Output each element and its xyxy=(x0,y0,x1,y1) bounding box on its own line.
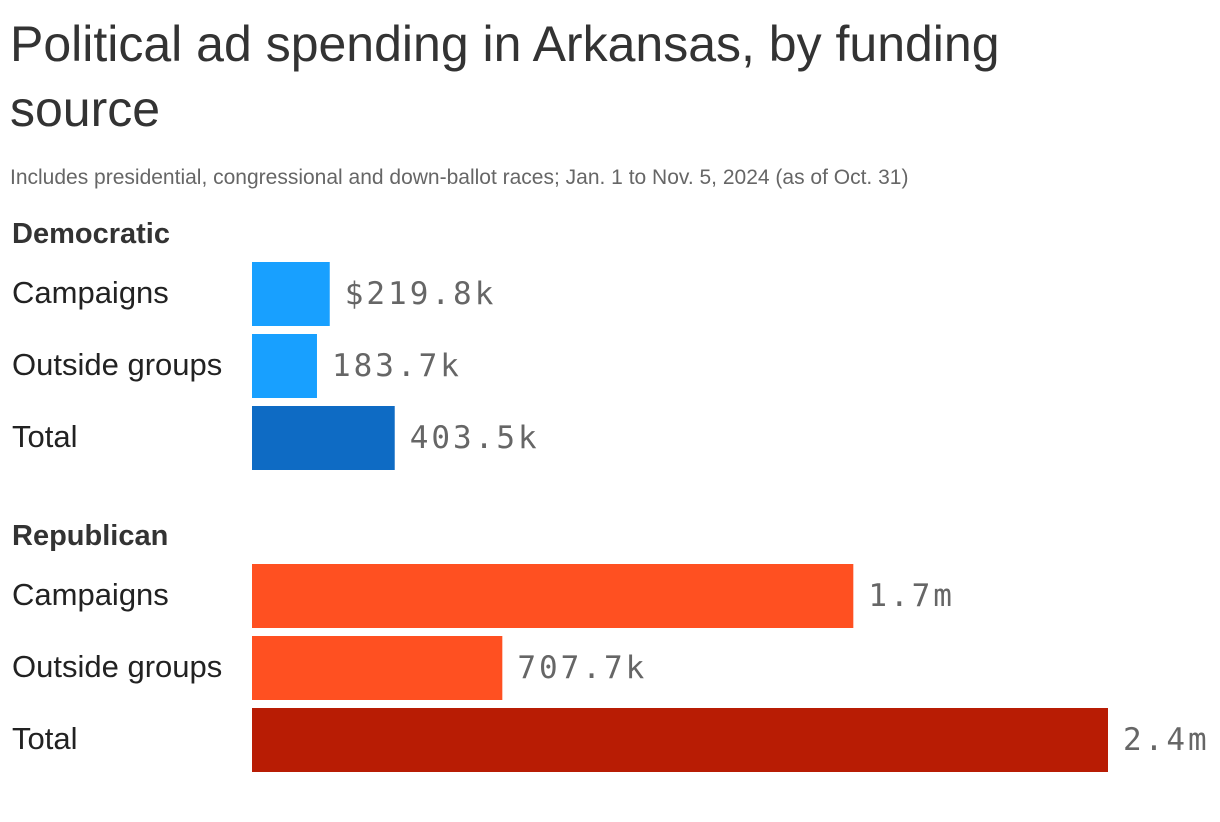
value-label-republican-campaigns: 1.7m xyxy=(868,578,955,614)
bar-democratic-outside-groups xyxy=(252,334,317,398)
bar-democratic-campaigns xyxy=(252,262,330,326)
value-label-republican-total: 2.4m xyxy=(1123,722,1210,758)
category-label-republican-total: Total xyxy=(12,721,77,756)
chart-subtitle: Includes presidential, congressional and… xyxy=(10,166,909,189)
bar-democratic-total xyxy=(252,406,395,470)
value-label-democratic-campaigns: $219.8k xyxy=(345,276,497,312)
group-label-democratic: Democratic xyxy=(12,218,170,250)
chart-title: Political ad spending in Arkansas, by fu… xyxy=(10,16,1000,137)
category-label-democratic-outside-groups: Outside groups xyxy=(12,347,222,382)
group-label-republican: Republican xyxy=(12,520,168,552)
value-label-republican-outside-groups: 707.7k xyxy=(517,650,647,686)
bar-republican-total xyxy=(252,708,1108,772)
category-label-democratic-total: Total xyxy=(12,419,77,454)
bar-republican-campaigns xyxy=(252,564,854,628)
category-label-republican-campaigns: Campaigns xyxy=(12,577,169,612)
category-label-republican-outside-groups: Outside groups xyxy=(12,649,222,684)
category-label-democratic-campaigns: Campaigns xyxy=(12,275,169,310)
bar-republican-outside-groups xyxy=(252,636,503,700)
value-label-democratic-outside-groups: 183.7k xyxy=(332,348,462,384)
value-label-democratic-total: 403.5k xyxy=(410,420,540,456)
